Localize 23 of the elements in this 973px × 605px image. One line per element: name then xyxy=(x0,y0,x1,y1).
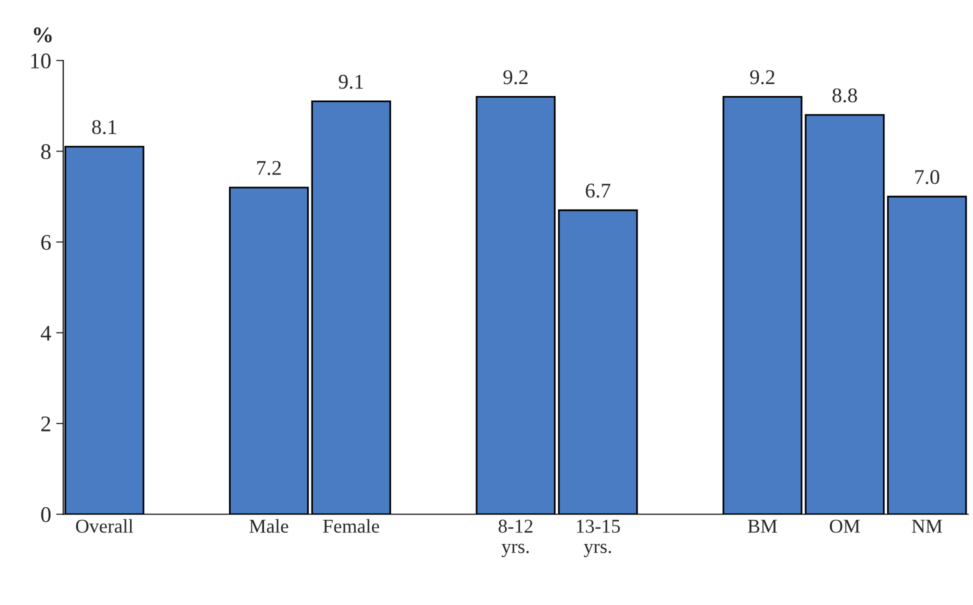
data-label: 6.7 xyxy=(586,184,610,198)
y-tick-label: 6 xyxy=(41,234,51,250)
x-tick-label: 13-15 yrs. xyxy=(576,520,620,558)
data-label: 7.2 xyxy=(257,160,281,176)
data-label: 9.2 xyxy=(750,70,774,84)
data-label: 7.0 xyxy=(915,170,940,184)
data-label: 8.8 xyxy=(832,88,857,102)
y-tick-label: 0 xyxy=(41,507,51,522)
x-tick-label: 8-12 yrs. xyxy=(498,520,532,558)
x-tick-label: Overall xyxy=(76,519,134,533)
data-label: 9.2 xyxy=(503,70,528,84)
y-tick-label: 2 xyxy=(41,416,50,432)
y-axis-title: % xyxy=(34,27,52,42)
x-tick-label: BM xyxy=(748,520,778,533)
y-tick-label: 8 xyxy=(41,144,51,160)
x-tick-label: Female xyxy=(323,519,380,533)
y-tick-label: 4 xyxy=(40,326,52,340)
x-tick-label: Male xyxy=(249,519,288,533)
x-tick-label: NM xyxy=(912,520,942,533)
x-tick-label: OM xyxy=(830,520,860,533)
data-label: 9.1 xyxy=(338,74,363,89)
y-tick-label: 10 xyxy=(31,53,51,68)
data-label: 8.1 xyxy=(92,120,116,134)
